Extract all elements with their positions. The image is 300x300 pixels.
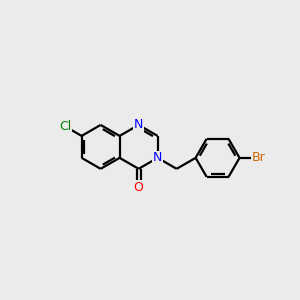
Text: Br: Br xyxy=(251,152,265,164)
Text: N: N xyxy=(134,118,143,131)
Text: O: O xyxy=(134,181,144,194)
Text: N: N xyxy=(153,152,162,164)
Text: Cl: Cl xyxy=(59,120,72,133)
